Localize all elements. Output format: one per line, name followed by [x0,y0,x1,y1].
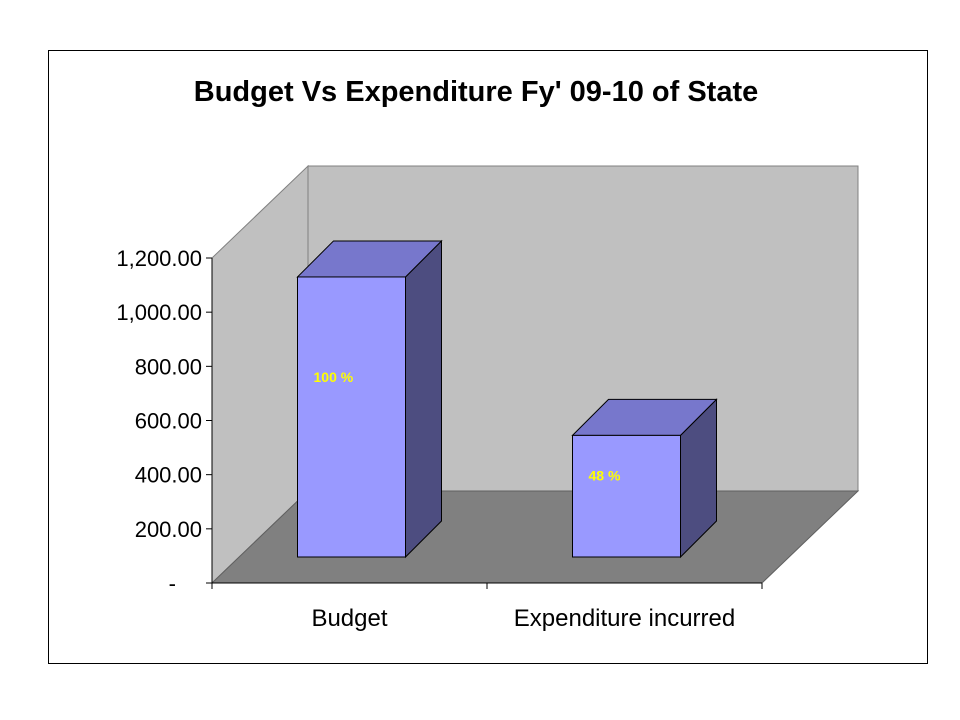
y-tick-label: 600.00 [135,409,202,434]
category-label: Budget [311,605,387,632]
chart-title: Budget Vs Expenditure Fy' 09-10 of State [193,76,759,108]
y-axis: - 200.00 400.00 600.00 800.00 1,000.00 1,200.0… [116,246,763,596]
bar-front [572,434,681,558]
bars [296,239,718,559]
y-tick-label: 1,000.00 [116,300,202,325]
labels: 100 % Budget 48 % Expenditure incurred [311,369,735,632]
y-tick-label: 1,200.00 [116,246,202,271]
bar-2 [571,398,718,559]
y-tick-label: 200.00 [135,517,202,542]
category-label: Expenditure incurred [514,605,735,632]
bar-1 [296,239,443,559]
y-tick-label: 400.00 [135,463,202,488]
y-tick-label: 800.00 [135,354,202,379]
data-label: 48 % [589,467,621,483]
bar-front [297,276,406,558]
bar-side [405,239,442,559]
y-tick-label: - [169,571,176,596]
data-label: 100 % [314,369,354,385]
